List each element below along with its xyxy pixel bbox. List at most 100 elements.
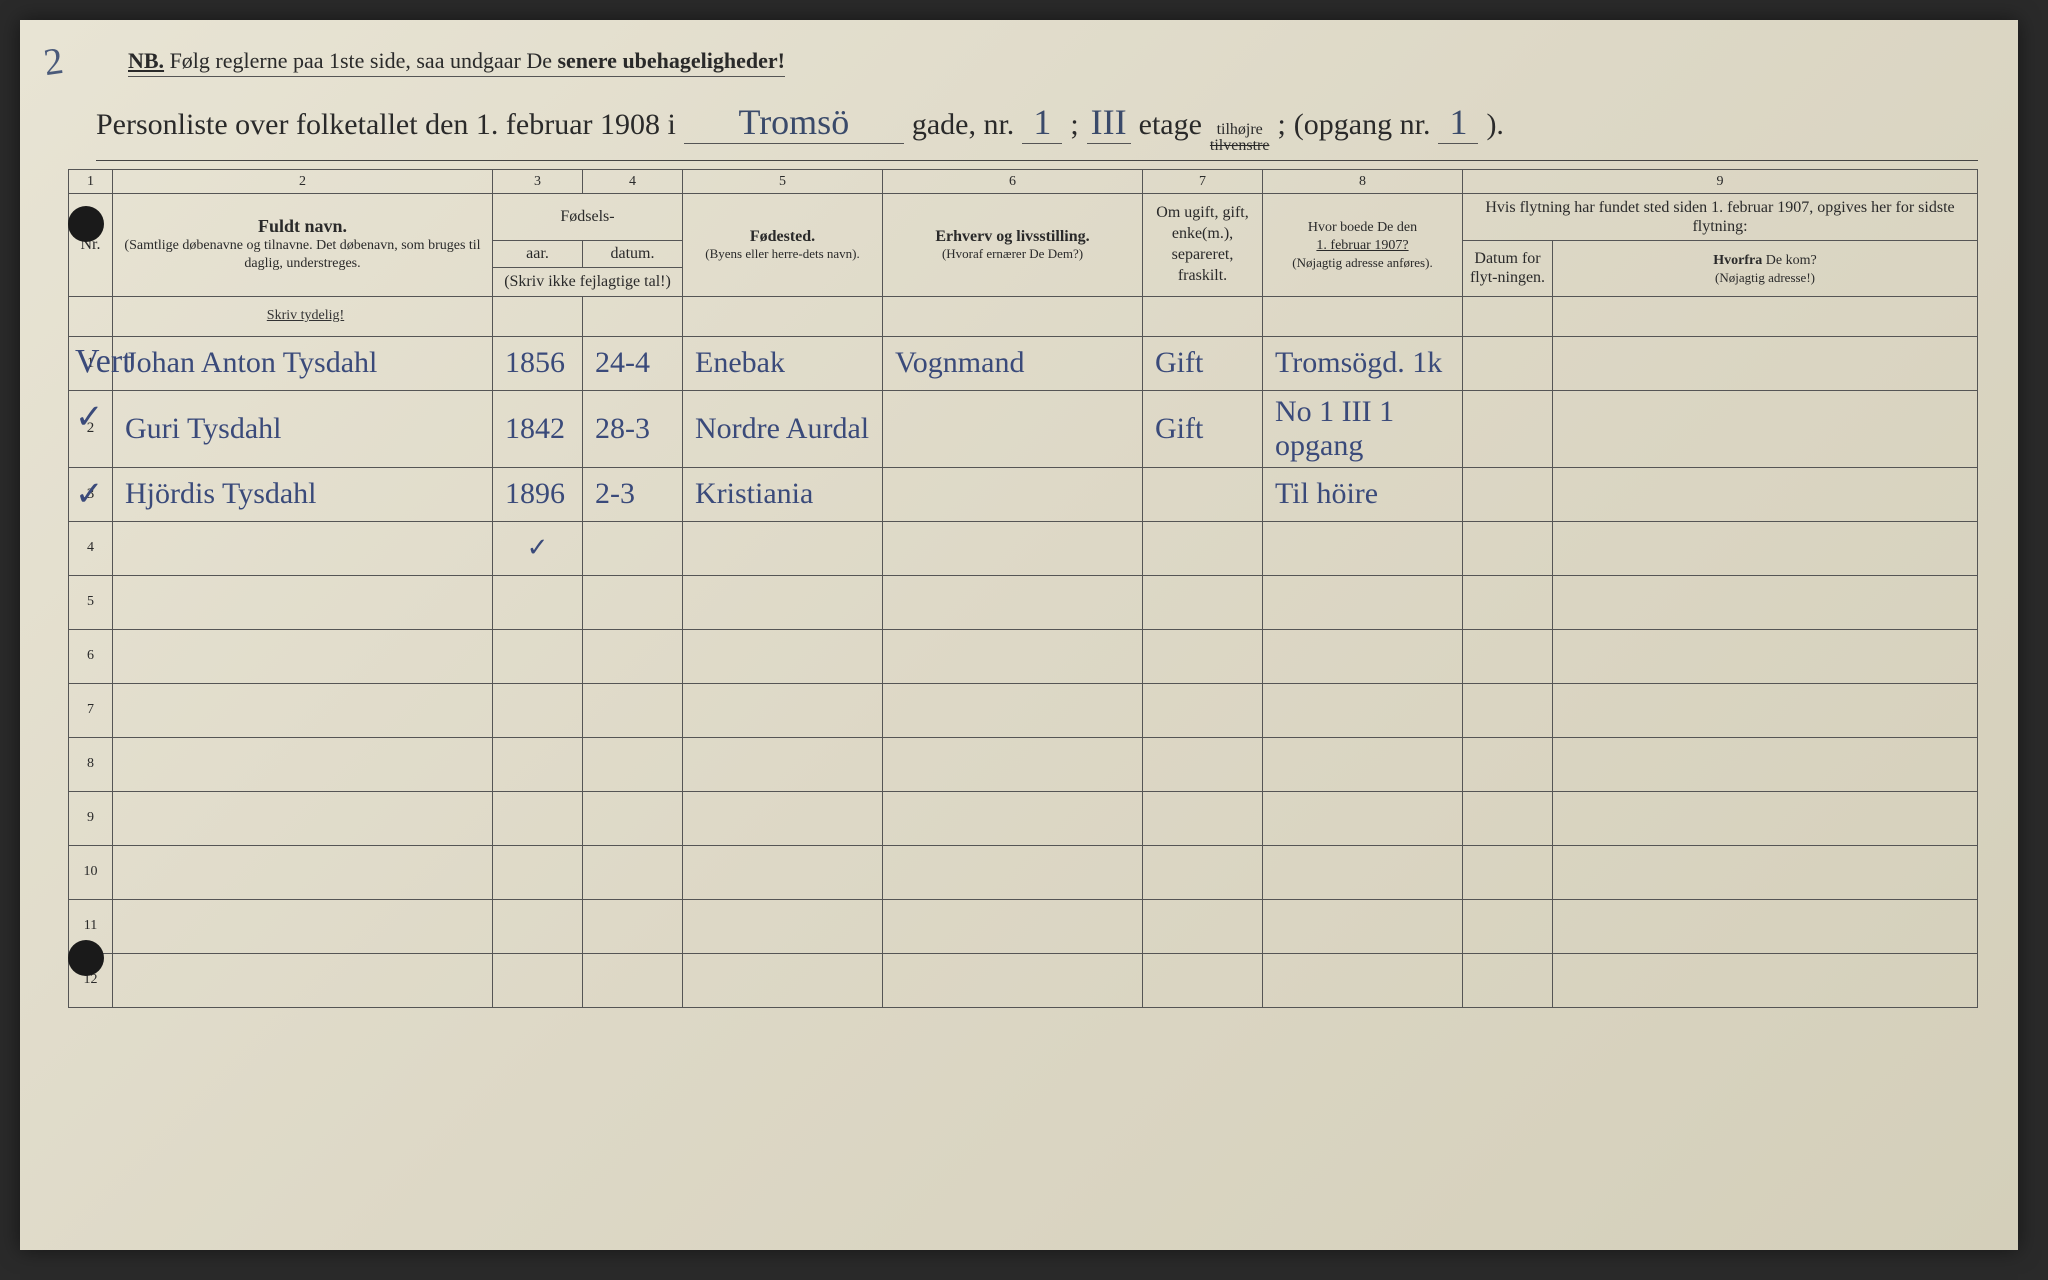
col-num: 5: [683, 170, 883, 194]
table-row: 6: [69, 629, 1978, 683]
table-row: 11: [69, 899, 1978, 953]
margin-tick: Vert: [75, 343, 132, 381]
cell-prev: No 1 III 1 opgang: [1263, 390, 1463, 467]
instruction-row: Skriv tydelig!: [69, 296, 1978, 336]
cell-prev: Tromsögd. 1k: [1263, 336, 1463, 390]
nb-text: Følg reglerne paa 1ste side, saa undgaar…: [170, 48, 558, 73]
stray-mark: ✓: [493, 521, 583, 575]
table-row: 1 VertJohan Anton Tysdahl 1856 24-4 Eneb…: [69, 336, 1978, 390]
side-top: tilhøjre: [1210, 122, 1270, 138]
hdr-place-bold: Fødested.: [689, 228, 876, 246]
hdr-name-bold: Fuldt: [258, 216, 300, 236]
hdr-prev-address: Hvor boede De den 1. februar 1907? (Nøja…: [1263, 194, 1463, 297]
hdr-name-sub: (Samtlige døbenavne og tilnavne. Det døb…: [119, 237, 486, 273]
floor-label: etage: [1139, 108, 1202, 142]
nb-warning-line: NB. Følg reglerne paa 1ste side, saa und…: [128, 48, 785, 77]
hdr-prev-sub: (Nøjagtig adresse anføres).: [1269, 255, 1456, 271]
hdr-place-sub: (Byens eller herre-dets navn).: [689, 246, 876, 262]
table-row: 12: [69, 953, 1978, 1007]
street-name-handwritten: Tromsö: [684, 101, 904, 144]
margin-tick: ✓: [75, 397, 104, 437]
street-label: gade, nr.: [912, 108, 1014, 142]
cell-name: ✓Guri Tysdahl: [113, 390, 493, 467]
cell-year: 1896: [493, 467, 583, 521]
row-number: 4: [69, 521, 113, 575]
column-numbers-row: 1 2 3 4 5 6 7 8 9: [69, 170, 1978, 194]
punch-hole: [68, 940, 104, 976]
table-row: 4✓: [69, 521, 1978, 575]
row-number: 7: [69, 683, 113, 737]
table-row: 10: [69, 845, 1978, 899]
row-number: 10: [69, 845, 113, 899]
hdr-from-sub: (Nøjagtig adresse!): [1559, 270, 1971, 286]
entrance-label: (opgang nr.: [1294, 108, 1431, 142]
col-num: 3: [493, 170, 583, 194]
cell-date: 28-3: [583, 390, 683, 467]
semicolon: ;: [1070, 108, 1078, 142]
hdr-prev-a: Hvor boede De den: [1269, 219, 1456, 237]
hdr-move-intro: Hvis flytning har fundet sted siden 1. f…: [1463, 194, 1978, 241]
cell-prev: Til höire: [1263, 467, 1463, 521]
row-number: 5: [69, 575, 113, 629]
data-rows: Skriv tydelig! 1 VertJohan Anton Tysdahl…: [69, 296, 1978, 521]
col-num: 8: [1263, 170, 1463, 194]
col-num: 9: [1463, 170, 1978, 194]
hdr-year: aar.: [493, 241, 583, 268]
hdr-prev-b: 1. februar 1907?: [1269, 237, 1456, 255]
cell-place: Nordre Aurdal: [683, 390, 883, 467]
nb-text-bold: senere ubehageligheder!: [557, 48, 785, 73]
cell-status: [1143, 467, 1263, 521]
hdr-from-b: De kom?: [1762, 253, 1816, 268]
hdr-date: datum.: [583, 241, 683, 268]
cell-place: Kristiania: [683, 467, 883, 521]
hdr-occupation: Erhverv og livsstilling. (Hvoraf ernærer…: [883, 194, 1143, 297]
col-num: 6: [883, 170, 1143, 194]
hdr-birth-group: Fødsels-: [493, 194, 683, 241]
hdr-place: Fødested. (Byens eller herre-dets navn).: [683, 194, 883, 297]
side-bottom-struck: tilvenstre: [1210, 138, 1270, 154]
hdr-move-from: Hvorfra De kom? (Nøjagtig adresse!): [1553, 241, 1978, 296]
header-row-1: Nr. Fuldt navn. (Samtlige døbenavne og t…: [69, 194, 1978, 241]
table-row: 3 ✓Hjördis Tysdahl 1896 2-3 Kristiania T…: [69, 467, 1978, 521]
nb-label: NB.: [128, 48, 164, 73]
cell-date: 2-3: [583, 467, 683, 521]
empty-rows: 4✓ 5 6 7 8 9 10 11 12: [69, 521, 1978, 1007]
hdr-birth-note: (Skriv ikke fejlagtige tal!): [493, 268, 683, 296]
col-num: 4: [583, 170, 683, 194]
cell-status: Gift: [1143, 336, 1263, 390]
hdr-from-a: Hvorfra: [1713, 253, 1762, 268]
table-header: 1 2 3 4 5 6 7 8 9 Nr. Fuldt navn. (Samtl…: [69, 170, 1978, 297]
handwritten-page-number: 2: [41, 39, 66, 85]
col-num: 2: [113, 170, 493, 194]
entrance-number-handwritten: 1: [1438, 101, 1478, 144]
table-row: 9: [69, 791, 1978, 845]
cell-occupation: Vognmand: [883, 336, 1143, 390]
cell-date: 24-4: [583, 336, 683, 390]
title-underline: [96, 160, 1978, 161]
hdr-status: Om ugift, gift, enke(m.), separeret, fra…: [1143, 194, 1263, 297]
cell-year: 1856: [493, 336, 583, 390]
margin-tick: ✓: [75, 474, 104, 514]
floor-handwritten: III: [1087, 101, 1131, 144]
row-number: 9: [69, 791, 113, 845]
side-indicator: tilhøjre tilvenstre: [1210, 122, 1270, 154]
cell-occupation: [883, 467, 1143, 521]
cell-status: Gift: [1143, 390, 1263, 467]
hdr-name: Fuldt navn. (Samtlige døbenavne og tilna…: [113, 194, 493, 297]
col-num: 1: [69, 170, 113, 194]
col-num: 7: [1143, 170, 1263, 194]
hdr-occ-bold: Erhverv og livsstilling.: [889, 228, 1136, 246]
table-row: 2 ✓Guri Tysdahl 1842 28-3 Nordre Aurdal …: [69, 390, 1978, 467]
punch-hole: [68, 206, 104, 242]
table-row: 7: [69, 683, 1978, 737]
census-form-page: 2 NB. Følg reglerne paa 1ste side, saa u…: [20, 20, 2018, 1250]
row-number: 6: [69, 629, 113, 683]
semicolon: ;: [1277, 108, 1285, 142]
cell-place: Enebak: [683, 336, 883, 390]
title-lead: Personliste over folketallet den 1. febr…: [96, 108, 676, 142]
table-row: 5: [69, 575, 1978, 629]
close-paren: ).: [1486, 108, 1504, 142]
table-row: 8: [69, 737, 1978, 791]
form-title-row: Personliste over folketallet den 1. febr…: [96, 101, 1978, 154]
census-table: 1 2 3 4 5 6 7 8 9 Nr. Fuldt navn. (Samtl…: [68, 169, 1978, 1008]
